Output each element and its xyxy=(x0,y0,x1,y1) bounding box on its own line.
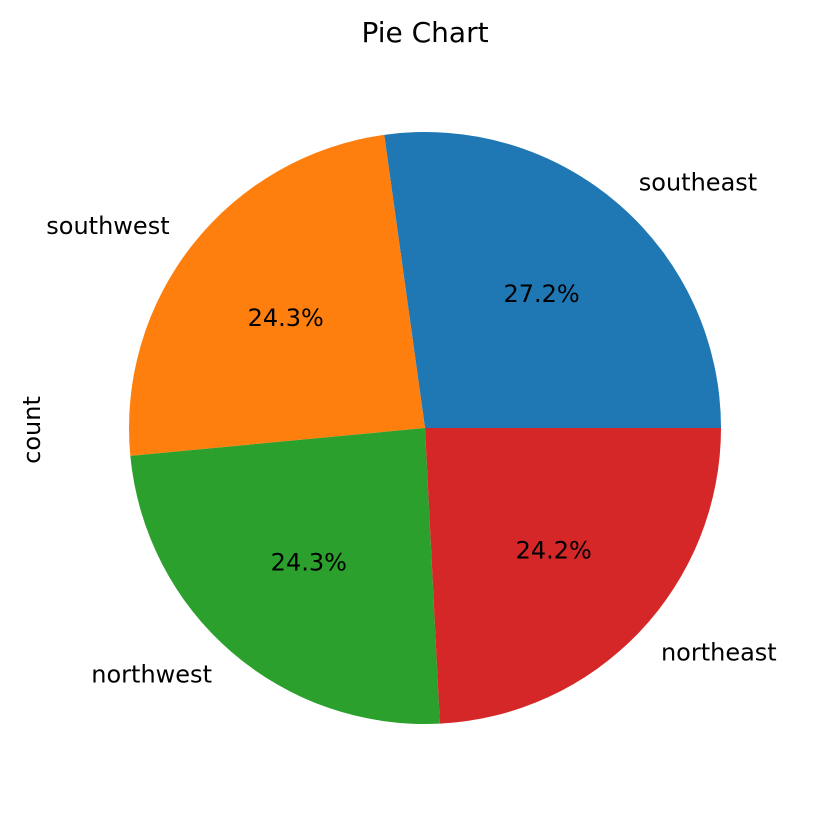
pie-slices xyxy=(128,132,721,724)
slice-percent-southwest: 24.3% xyxy=(248,304,324,332)
slice-percent-northwest: 24.3% xyxy=(271,548,347,576)
slice-label-northwest: northwest xyxy=(91,660,212,688)
slice-percent-northeast: 24.2% xyxy=(516,536,592,564)
chart-title: Pie Chart xyxy=(361,16,488,49)
slice-label-southwest: southwest xyxy=(46,212,169,240)
y-axis-label: count xyxy=(18,396,46,464)
pie-slice-southeast xyxy=(384,132,721,429)
slice-label-northeast: northeast xyxy=(661,638,777,666)
slice-label-southeast: southeast xyxy=(639,168,757,196)
pie-slice-southwest xyxy=(128,134,426,456)
pie-slice-northwest xyxy=(130,428,440,724)
slice-percent-southeast: 27.2% xyxy=(503,280,579,308)
pie-labels: southeast 27.2% southwest 24.3% northwest 24.… xyxy=(46,168,776,688)
pie-slice-northeast xyxy=(425,428,721,724)
